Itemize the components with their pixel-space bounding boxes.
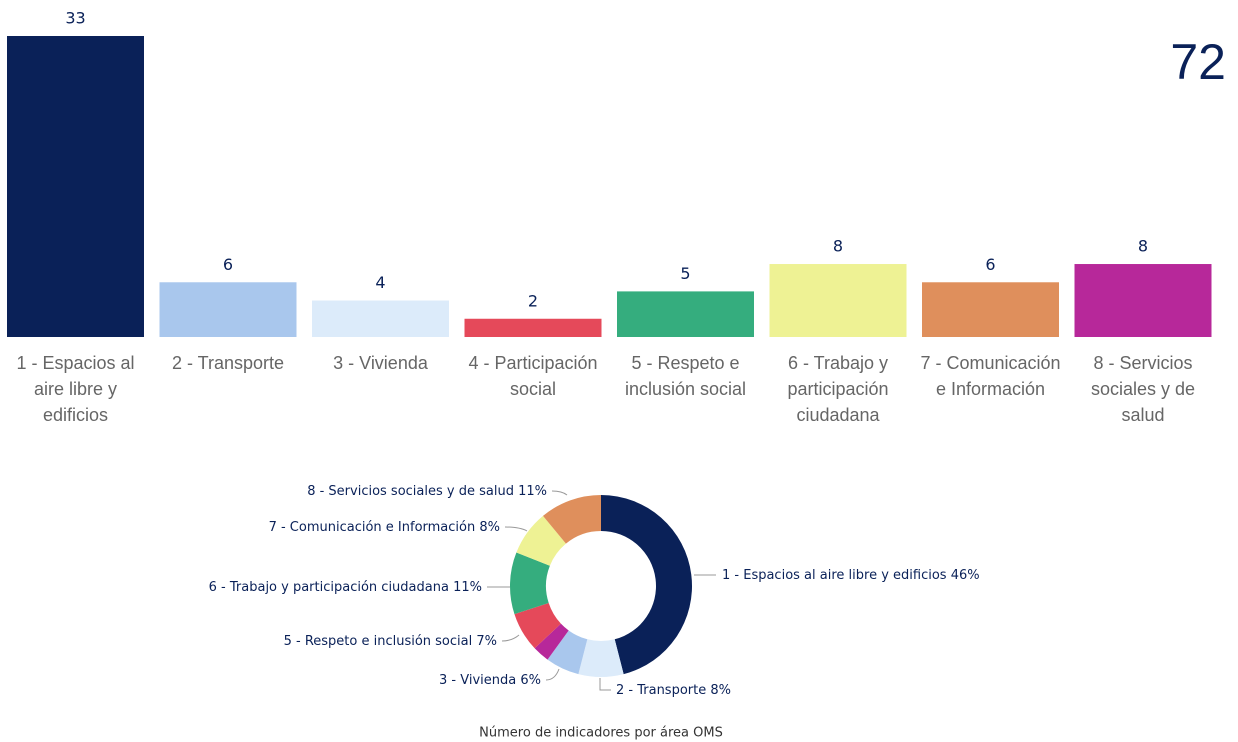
bar-value-label: 5	[680, 264, 690, 283]
donut-slice	[534, 623, 569, 660]
donut-label-category: 2 - Transporte	[616, 683, 706, 698]
donut-slice	[601, 495, 692, 675]
donut-slice	[542, 495, 601, 544]
donut-slice	[510, 552, 550, 615]
donut-label: 8 - Servicios sociales y de salud 11%	[307, 484, 547, 499]
bar-value-label: 2	[528, 291, 538, 310]
bar-value-label: 4	[375, 273, 385, 292]
bar-value-label: 33	[65, 9, 85, 28]
donut-title: Número de indicadores por área OMS	[479, 726, 723, 741]
donut-slice	[578, 639, 624, 677]
donut-label: 5 - Respeto e inclusión social 7%	[284, 634, 497, 649]
x-category-label: 7 - Comunicación e Información	[920, 353, 1061, 399]
donut-slice	[514, 602, 561, 649]
donut-label-percent: 11%	[518, 484, 547, 499]
bar	[1074, 264, 1212, 337]
donut-label-percent: 7%	[476, 634, 497, 649]
x-category-label: 2 - Transporte	[171, 353, 285, 373]
donut-label-category: 7 - Comunicación e Información	[269, 520, 476, 535]
x-category-label: 6 - Trabajo y participación ciudadana	[787, 353, 889, 425]
x-category-label: 4 - Participación social	[468, 353, 598, 399]
x-category-label: 8 - Servicios sociales y de salud	[1090, 353, 1196, 425]
bar-value-label: 6	[223, 255, 233, 274]
donut-label-category: 8 - Servicios sociales y de salud	[307, 484, 514, 499]
bar	[7, 36, 144, 337]
x-category-label: 1 - Espacios al aire libre y edificios	[16, 353, 135, 425]
bar	[312, 300, 449, 337]
donut-label: 6 - Trabajo y participación ciudadana 11…	[209, 580, 482, 595]
leader-line	[545, 668, 560, 681]
bar	[922, 282, 1059, 337]
bar	[464, 318, 602, 337]
bar-value-label: 8	[1138, 237, 1148, 256]
donut-label-percent: 46%	[951, 568, 980, 583]
leader-line	[599, 678, 611, 691]
leader-line	[504, 526, 528, 532]
donut-label-percent: 6%	[520, 673, 541, 688]
x-category-label: 5 - Respeto e inclusión social	[624, 353, 747, 399]
donut-label-category: 6 - Trabajo y participación ciudadana	[209, 580, 449, 595]
x-category-label: 3 - Vivienda	[333, 353, 428, 373]
donut-label-category: 3 - Vivienda	[439, 673, 516, 688]
donut-label: 3 - Vivienda 6%	[439, 673, 541, 688]
bar	[617, 291, 754, 337]
bar-value-label: 8	[833, 237, 843, 256]
donut-label-percent: 11%	[453, 580, 482, 595]
donut-label-category: 1 - Espacios al aire libre y edificios	[722, 568, 947, 583]
donut-label-category: 5 - Respeto e inclusión social	[284, 634, 473, 649]
bar	[159, 282, 297, 337]
kpi-total: 72	[1170, 34, 1226, 90]
leader-line	[551, 490, 568, 496]
donut-label: 7 - Comunicación e Información 8%	[269, 520, 500, 535]
donut-label-percent: 8%	[710, 683, 731, 698]
donut-label: 1 - Espacios al aire libre y edificios 4…	[722, 568, 980, 583]
leader-line	[501, 634, 520, 642]
donut-label-percent: 8%	[479, 520, 500, 535]
bar-value-label: 6	[985, 255, 995, 274]
bar	[769, 264, 907, 337]
donut-slice	[516, 515, 566, 566]
donut-slice	[547, 630, 588, 675]
donut-label: 2 - Transporte 8%	[616, 683, 731, 698]
